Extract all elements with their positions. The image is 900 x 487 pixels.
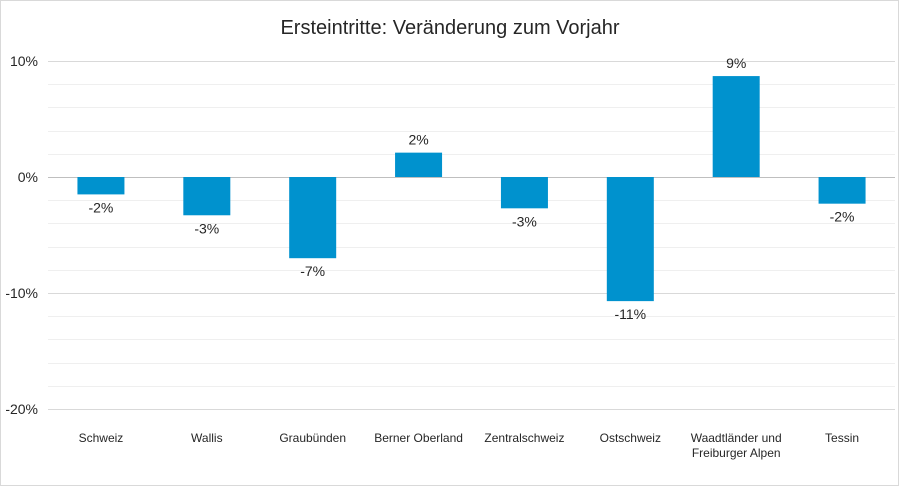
bar	[500, 177, 548, 209]
bar	[183, 177, 231, 216]
x-axis-ticks: Schweiz Wallis Graubünden Berner Oberland Ze…	[79, 431, 859, 460]
y-tick-label: -20%	[5, 401, 38, 417]
bar	[606, 177, 654, 302]
data-label: -11%	[614, 306, 646, 322]
data-label: -7%	[300, 263, 325, 279]
x-tick-label: Ostschweiz	[600, 431, 661, 445]
bar	[289, 177, 337, 259]
x-tick-label: Schweiz	[79, 431, 124, 445]
x-tick-label: Zentralschweiz	[484, 431, 564, 445]
x-tick-label: Wallis	[191, 431, 223, 445]
y-tick-label: 0%	[18, 169, 38, 185]
x-tick-label: Tessin	[825, 431, 859, 445]
bar	[712, 76, 760, 177]
bar	[395, 152, 443, 177]
x-tick-label: Graubünden	[279, 431, 346, 445]
bar	[77, 177, 125, 195]
data-label: 2%	[408, 132, 428, 148]
y-tick-label: 10%	[10, 53, 38, 69]
data-label: 9%	[726, 55, 746, 71]
x-tick-label: Freiburger Alpen	[692, 446, 781, 460]
y-tick-label: -10%	[5, 285, 38, 301]
data-labels: -2% -3% -7% 2% -3% -11% 9% -2%	[88, 55, 854, 322]
gridlines	[48, 61, 895, 410]
bar	[818, 177, 866, 204]
bars	[77, 76, 866, 302]
x-tick-label: Waadtländer und	[691, 431, 782, 445]
chart-title: Ersteintritte: Veränderung zum Vorjahr	[280, 17, 619, 39]
data-label: -3%	[194, 220, 219, 236]
y-axis-ticks: 10% 0% -10% -20%	[5, 53, 38, 417]
data-label: -3%	[512, 213, 537, 229]
data-label: -2%	[88, 199, 113, 215]
x-tick-label: Berner Oberland	[374, 431, 463, 445]
data-label: -2%	[830, 209, 855, 225]
